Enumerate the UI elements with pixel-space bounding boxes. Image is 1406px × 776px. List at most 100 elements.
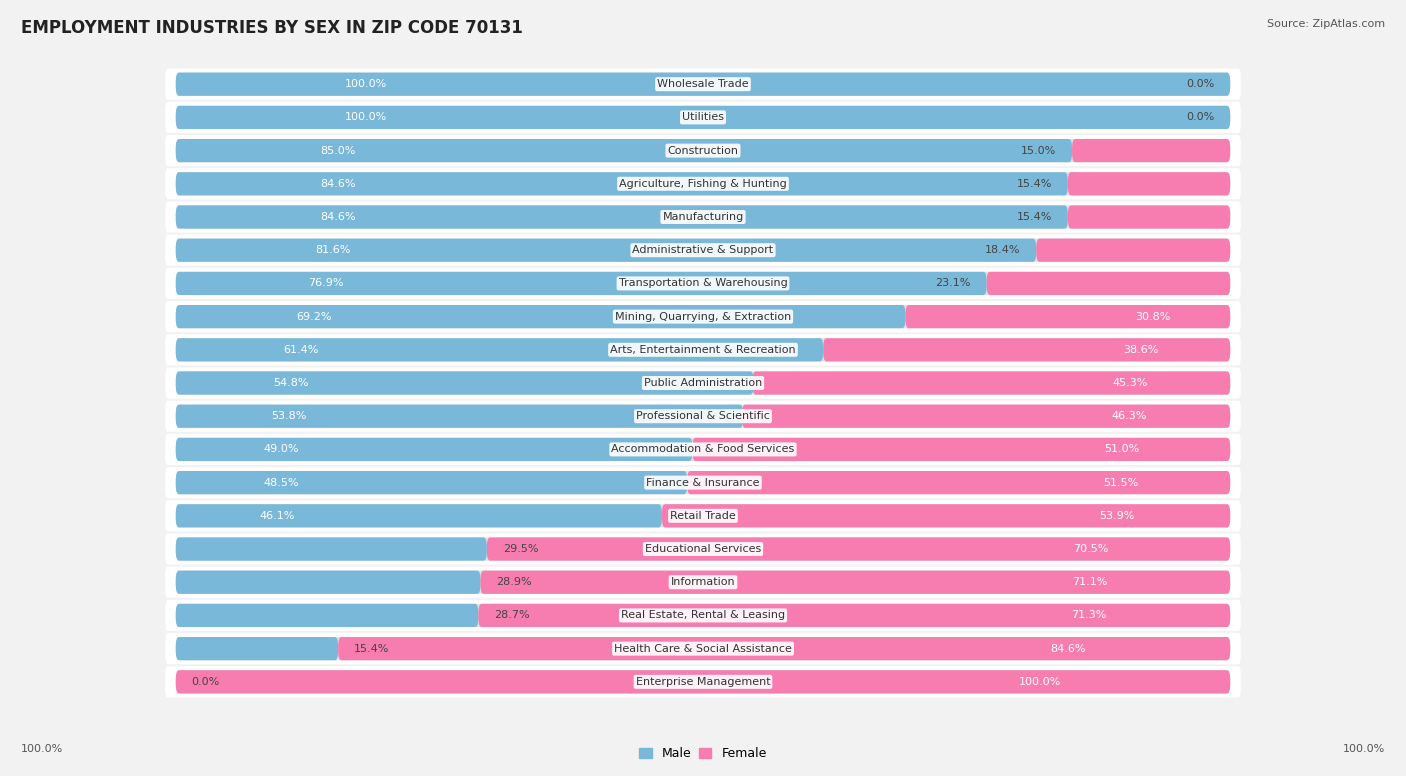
Text: Wholesale Trade: Wholesale Trade	[657, 79, 749, 89]
FancyBboxPatch shape	[166, 633, 1241, 664]
FancyBboxPatch shape	[176, 404, 742, 428]
FancyBboxPatch shape	[176, 670, 1230, 694]
FancyBboxPatch shape	[486, 538, 1230, 560]
Text: 85.0%: 85.0%	[321, 146, 356, 156]
FancyBboxPatch shape	[987, 272, 1230, 295]
Text: 70.5%: 70.5%	[1073, 544, 1108, 554]
FancyBboxPatch shape	[166, 533, 1241, 565]
Text: Agriculture, Fishing & Hunting: Agriculture, Fishing & Hunting	[619, 178, 787, 189]
Text: 100.0%: 100.0%	[1019, 677, 1062, 687]
Text: 45.3%: 45.3%	[1112, 378, 1149, 388]
FancyBboxPatch shape	[176, 172, 1230, 196]
Text: 53.8%: 53.8%	[271, 411, 307, 421]
FancyBboxPatch shape	[166, 600, 1241, 631]
Text: Source: ZipAtlas.com: Source: ZipAtlas.com	[1267, 19, 1385, 29]
FancyBboxPatch shape	[176, 73, 1230, 95]
Text: Transportation & Warehousing: Transportation & Warehousing	[619, 279, 787, 289]
FancyBboxPatch shape	[166, 68, 1241, 100]
Text: 46.3%: 46.3%	[1111, 411, 1146, 421]
FancyBboxPatch shape	[176, 570, 1230, 594]
Text: Health Care & Social Assistance: Health Care & Social Assistance	[614, 643, 792, 653]
FancyBboxPatch shape	[166, 400, 1241, 431]
FancyBboxPatch shape	[176, 338, 824, 362]
FancyBboxPatch shape	[176, 238, 1036, 262]
Text: 51.0%: 51.0%	[1104, 445, 1139, 455]
FancyBboxPatch shape	[176, 538, 1230, 560]
Text: Educational Services: Educational Services	[645, 544, 761, 554]
FancyBboxPatch shape	[166, 102, 1241, 133]
Text: Public Administration: Public Administration	[644, 378, 762, 388]
FancyBboxPatch shape	[176, 404, 1230, 428]
FancyBboxPatch shape	[176, 106, 1230, 129]
FancyBboxPatch shape	[166, 501, 1241, 532]
Text: Arts, Entertainment & Recreation: Arts, Entertainment & Recreation	[610, 345, 796, 355]
FancyBboxPatch shape	[176, 305, 905, 328]
FancyBboxPatch shape	[752, 372, 1230, 395]
Text: 15.0%: 15.0%	[1021, 146, 1056, 156]
FancyBboxPatch shape	[176, 238, 1230, 262]
FancyBboxPatch shape	[176, 372, 1230, 395]
FancyBboxPatch shape	[166, 367, 1241, 399]
FancyBboxPatch shape	[166, 467, 1241, 498]
FancyBboxPatch shape	[176, 206, 1230, 229]
Text: 49.0%: 49.0%	[264, 445, 299, 455]
Text: 100.0%: 100.0%	[344, 79, 387, 89]
Text: 53.9%: 53.9%	[1099, 511, 1135, 521]
Text: Real Estate, Rental & Leasing: Real Estate, Rental & Leasing	[621, 611, 785, 621]
FancyBboxPatch shape	[176, 305, 1230, 328]
FancyBboxPatch shape	[824, 338, 1230, 362]
Text: Enterprise Management: Enterprise Management	[636, 677, 770, 687]
Text: 84.6%: 84.6%	[1050, 643, 1085, 653]
Text: 84.6%: 84.6%	[321, 178, 356, 189]
Text: 69.2%: 69.2%	[295, 312, 332, 321]
Text: 100.0%: 100.0%	[1343, 744, 1385, 754]
FancyBboxPatch shape	[688, 471, 1230, 494]
FancyBboxPatch shape	[176, 604, 1230, 627]
Text: 51.5%: 51.5%	[1102, 477, 1139, 487]
Text: 15.4%: 15.4%	[1017, 212, 1052, 222]
Legend: Male, Female: Male, Female	[634, 743, 772, 765]
FancyBboxPatch shape	[176, 504, 1230, 528]
FancyBboxPatch shape	[166, 268, 1241, 299]
FancyBboxPatch shape	[176, 670, 1230, 694]
Text: 0.0%: 0.0%	[1187, 113, 1215, 123]
Text: 29.5%: 29.5%	[503, 544, 538, 554]
FancyBboxPatch shape	[1069, 206, 1230, 229]
FancyBboxPatch shape	[176, 372, 754, 395]
Text: Administrative & Support: Administrative & Support	[633, 245, 773, 255]
Text: Construction: Construction	[668, 146, 738, 156]
FancyBboxPatch shape	[176, 272, 1230, 295]
FancyBboxPatch shape	[166, 202, 1241, 233]
Text: 46.1%: 46.1%	[259, 511, 295, 521]
FancyBboxPatch shape	[166, 566, 1241, 598]
FancyBboxPatch shape	[1036, 238, 1230, 262]
FancyBboxPatch shape	[166, 334, 1241, 365]
Text: 76.9%: 76.9%	[308, 279, 343, 289]
FancyBboxPatch shape	[176, 604, 478, 627]
FancyBboxPatch shape	[166, 234, 1241, 266]
FancyBboxPatch shape	[742, 404, 1230, 428]
FancyBboxPatch shape	[1069, 172, 1230, 196]
FancyBboxPatch shape	[176, 338, 1230, 362]
Text: 48.5%: 48.5%	[263, 477, 298, 487]
FancyBboxPatch shape	[339, 637, 1230, 660]
FancyBboxPatch shape	[176, 272, 987, 295]
Text: 28.7%: 28.7%	[495, 611, 530, 621]
FancyBboxPatch shape	[176, 471, 1230, 494]
FancyBboxPatch shape	[176, 172, 1069, 196]
FancyBboxPatch shape	[176, 139, 1073, 162]
Text: 0.0%: 0.0%	[191, 677, 219, 687]
Text: 71.3%: 71.3%	[1071, 611, 1107, 621]
FancyBboxPatch shape	[176, 538, 486, 560]
FancyBboxPatch shape	[1073, 139, 1230, 162]
FancyBboxPatch shape	[478, 604, 1230, 627]
FancyBboxPatch shape	[166, 434, 1241, 465]
FancyBboxPatch shape	[166, 135, 1241, 166]
Text: Utilities: Utilities	[682, 113, 724, 123]
Text: 61.4%: 61.4%	[284, 345, 319, 355]
Text: 18.4%: 18.4%	[986, 245, 1021, 255]
FancyBboxPatch shape	[905, 305, 1230, 328]
FancyBboxPatch shape	[662, 504, 1230, 528]
Text: 100.0%: 100.0%	[21, 744, 63, 754]
FancyBboxPatch shape	[176, 637, 339, 660]
